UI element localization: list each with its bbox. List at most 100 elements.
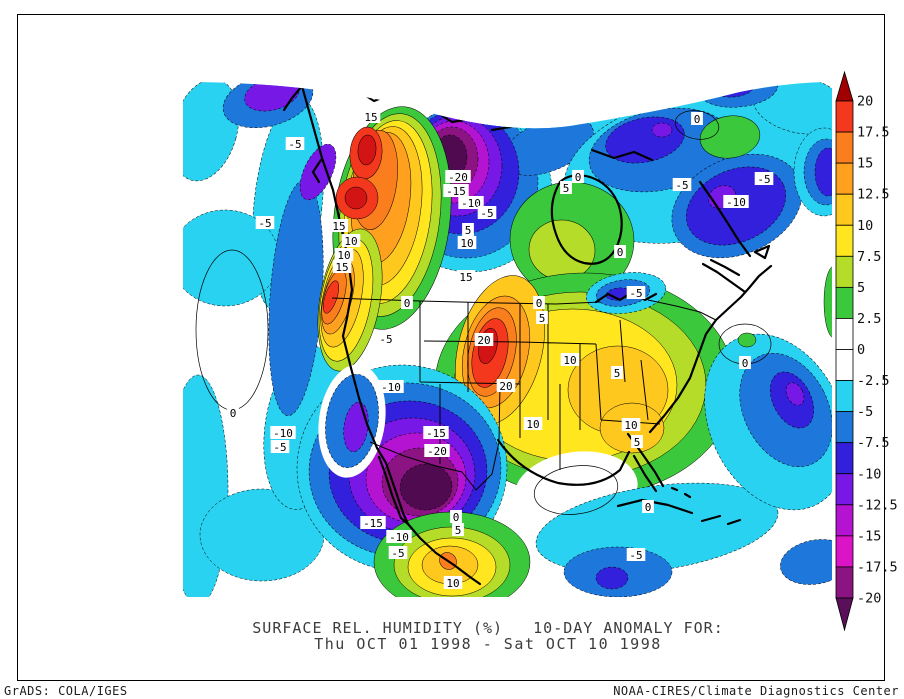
colorbar-segment — [835, 442, 854, 475]
colorbar-segment — [835, 535, 854, 568]
contour-label: 0 — [739, 356, 751, 370]
contour-label: -10 — [378, 380, 404, 394]
svg-text:5: 5 — [465, 224, 472, 237]
anomaly-region — [780, 539, 832, 585]
contour-label: -5 — [388, 546, 408, 560]
zero-contour — [533, 465, 619, 515]
colorbar-segment — [835, 100, 854, 133]
contour-label: -5 — [477, 206, 497, 220]
contour-label: 5 — [452, 523, 464, 537]
colorbar: 20 17.5 15 12.5 10 7.5 5 2.5 0 -2.5 -5 -7.5 -10 -12.5… — [835, 70, 898, 632]
coastline — [648, 264, 773, 434]
anomaly-region — [322, 280, 340, 314]
colorbar-tick-label: 17.5 — [857, 125, 890, 141]
colorbar-tick-label: -7.5 — [857, 435, 890, 451]
svg-text:0: 0 — [694, 113, 701, 126]
anomaly-region — [344, 186, 368, 210]
political-border — [331, 297, 717, 321]
contour-label: 0 — [533, 296, 545, 310]
colorbar-segment — [835, 380, 854, 413]
contour-label: 15 — [329, 219, 349, 233]
svg-text:0: 0 — [645, 501, 652, 514]
colorbar-segment — [835, 224, 854, 257]
contour-label: -20 — [445, 170, 471, 184]
contour-label: 20 — [474, 333, 494, 347]
contour-label: 5 — [611, 366, 623, 380]
svg-text:10: 10 — [624, 419, 637, 432]
svg-text:-15: -15 — [446, 185, 466, 198]
anomaly-region — [595, 566, 629, 590]
svg-text:-15: -15 — [426, 427, 446, 440]
contour-label: -5 — [270, 440, 290, 454]
coastline — [300, 84, 410, 526]
colorbar-arrow-up — [835, 70, 854, 102]
contour-label: -5 — [754, 172, 774, 186]
contour-label: 20 — [496, 379, 516, 393]
svg-text:10: 10 — [526, 418, 539, 431]
colorbar-segment — [835, 349, 854, 381]
svg-text:0: 0 — [453, 511, 460, 524]
contour-label: -5 — [626, 286, 646, 300]
svg-text:-10: -10 — [461, 197, 481, 210]
contour-label: -5 — [255, 216, 275, 230]
coastline — [590, 148, 654, 162]
colorbar-tick-label: -5 — [857, 404, 873, 420]
colorbar-segment — [835, 255, 854, 288]
contour-label: 15 — [456, 270, 476, 284]
contour-label: 10 — [621, 418, 641, 432]
svg-text:5: 5 — [455, 524, 462, 537]
contour-label: -5 — [672, 178, 692, 192]
grads-credit: GrADS: COLA/IGES — [4, 684, 128, 698]
colorbar-tick-label: -20 — [857, 591, 881, 607]
svg-text:10: 10 — [344, 235, 357, 248]
contour-label: -5 — [285, 137, 305, 151]
svg-text:5: 5 — [539, 312, 546, 325]
svg-text:15: 15 — [459, 271, 472, 284]
svg-text:5: 5 — [614, 367, 621, 380]
noaa-credit: NOAA-CIRES/Climate Diagnostics Center — [613, 684, 899, 698]
anomaly-region — [737, 332, 757, 348]
colorbar-segment — [835, 162, 854, 195]
contour-label: -10 — [386, 530, 412, 544]
anomaly-region — [651, 122, 673, 138]
coastline — [753, 244, 771, 260]
svg-text:-20: -20 — [427, 445, 447, 458]
anomaly-region — [823, 265, 832, 339]
political-border — [369, 441, 500, 491]
colorbar-tick-label: 10 — [857, 218, 873, 234]
colorbar-tick-label: 15 — [857, 156, 873, 172]
svg-text:20: 20 — [499, 380, 512, 393]
contour-label: 0 — [642, 500, 654, 514]
svg-text:20: 20 — [477, 334, 490, 347]
contour-label: -5 — [626, 548, 646, 562]
contour-label: 5 — [560, 181, 572, 195]
coastline — [670, 486, 692, 499]
coastline — [701, 258, 747, 294]
svg-text:-20: -20 — [448, 171, 468, 184]
svg-text:0: 0 — [230, 407, 237, 420]
svg-text:15: 15 — [335, 261, 348, 274]
colorbar-segment — [835, 286, 854, 319]
colorbar-segment — [835, 473, 854, 506]
svg-text:-10: -10 — [726, 196, 746, 209]
svg-text:10: 10 — [460, 237, 473, 250]
svg-text:5: 5 — [563, 182, 570, 195]
svg-text:15: 15 — [332, 220, 345, 233]
colorbar-segment — [835, 318, 854, 350]
contour-label: 10 — [523, 417, 543, 431]
svg-text:-10: -10 — [381, 381, 401, 394]
colorbar-tick-label: 0 — [857, 342, 865, 358]
anomaly-region — [357, 134, 377, 166]
svg-text:-5: -5 — [379, 333, 392, 346]
contour-label: 15 — [332, 260, 352, 274]
colorbar-tick-label: 7.5 — [857, 249, 881, 265]
svg-text:0: 0 — [742, 357, 749, 370]
svg-text:-5: -5 — [629, 287, 642, 300]
contour-label: 15 — [361, 110, 381, 124]
contour-label: -15 — [423, 426, 449, 440]
contour-label: 0 — [401, 296, 413, 310]
svg-text:0: 0 — [617, 246, 624, 259]
colorbar-tick-label: 5 — [857, 280, 865, 296]
contour-label: -15 — [443, 184, 469, 198]
